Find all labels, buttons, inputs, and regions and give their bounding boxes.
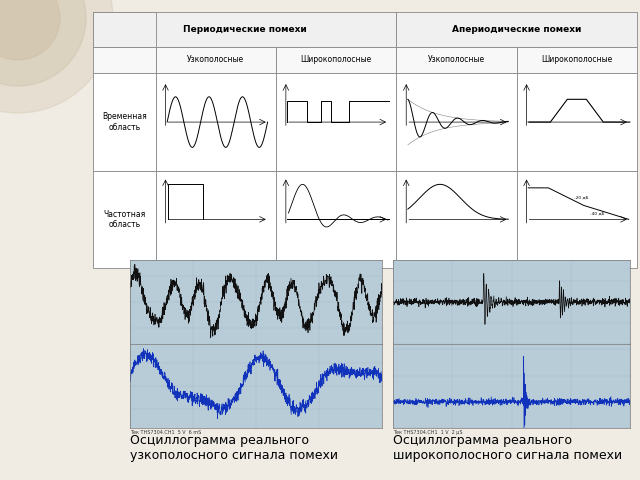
- Bar: [276, 171, 396, 268]
- Text: -20 дБ: -20 дБ: [574, 196, 589, 200]
- Bar: [93, 73, 156, 171]
- Bar: [276, 47, 396, 73]
- Bar: [93, 47, 156, 73]
- Bar: [93, 12, 396, 47]
- Bar: [156, 171, 276, 268]
- Bar: [396, 73, 516, 171]
- Circle shape: [0, 0, 113, 113]
- Bar: [156, 73, 276, 171]
- Text: Осциллограмма реального
широкополосного сигнала помехи: Осциллограмма реального широкополосного …: [393, 434, 622, 462]
- Circle shape: [0, 0, 60, 60]
- Text: Широкополосные: Широкополосные: [541, 56, 612, 64]
- Bar: [393, 421, 401, 426]
- Text: Широкополосные: Широкополосные: [300, 56, 372, 64]
- Text: Временная
область: Временная область: [102, 112, 147, 132]
- Text: Тек THS7304.CH1  5 V  6 mS: Тек THS7304.CH1 5 V 6 mS: [130, 430, 201, 435]
- Bar: [396, 171, 516, 268]
- Text: Апериодические помехи: Апериодические помехи: [452, 25, 581, 34]
- Text: Периодические помехи: Периодические помехи: [183, 25, 307, 34]
- Bar: [130, 421, 138, 426]
- Bar: [396, 47, 516, 73]
- Bar: [93, 12, 156, 47]
- Text: Тек THS7304.CH1  1 V  2 μS: Тек THS7304.CH1 1 V 2 μS: [393, 430, 463, 435]
- Bar: [516, 47, 637, 73]
- Bar: [516, 171, 637, 268]
- Bar: [156, 47, 276, 73]
- Text: Частотная
область: Частотная область: [103, 210, 145, 229]
- Bar: [516, 73, 637, 171]
- Text: -40 дБ: -40 дБ: [590, 211, 604, 215]
- Text: Узкополосные: Узкополосные: [187, 56, 244, 64]
- Circle shape: [0, 0, 86, 86]
- Bar: [93, 171, 156, 268]
- Text: Узкополосные: Узкополосные: [428, 56, 485, 64]
- Bar: [276, 73, 396, 171]
- Bar: [396, 12, 637, 47]
- Text: Осциллограмма реального
узкополосного сигнала помехи: Осциллограмма реального узкополосного си…: [130, 434, 338, 462]
